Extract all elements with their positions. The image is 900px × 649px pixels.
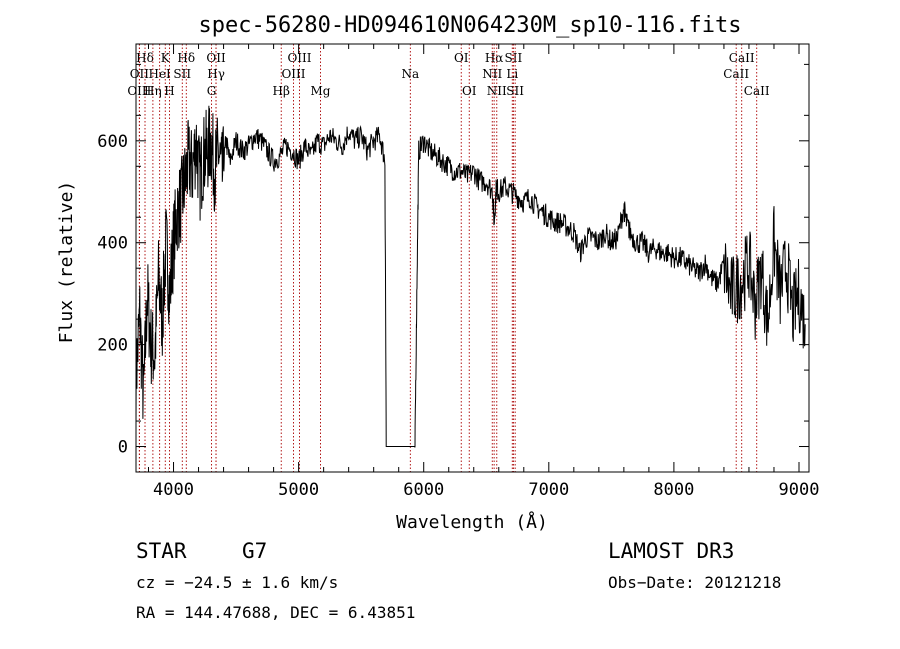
marker-label: OIII — [281, 67, 305, 81]
redshift-velocity: cz = −24.5 ± 1.6 km/s — [136, 573, 338, 592]
sky-coordinates: RA = 144.47688, DEC = 6.43851 — [136, 603, 415, 622]
marker-label: SII — [173, 67, 191, 81]
y-tick-label: 400 — [97, 234, 128, 254]
y-tick-label: 0 — [118, 438, 128, 458]
y-axis-label: Flux (relative) — [56, 181, 77, 344]
series-layer — [135, 105, 806, 448]
marker-label: K — [161, 51, 171, 65]
spectrum-series-line — [135, 105, 806, 448]
axis-ticks: 4000 5000 6000 7000 8000 9000 0 200 400 600 — [97, 44, 819, 500]
observation-date: Obs−Date: 20121218 — [608, 573, 781, 592]
marker-label: Hη — [144, 84, 162, 98]
marker-label: H — [164, 84, 174, 98]
marker-label: OII — [130, 67, 150, 81]
marker-label: CaII — [744, 84, 770, 98]
x-tick-label: 8000 — [653, 480, 694, 500]
spectral-subclass: G7 — [242, 539, 267, 563]
plot-frame — [135, 43, 810, 473]
x-tick-label: 9000 — [779, 480, 820, 500]
marker-label: Mg — [311, 84, 331, 98]
marker-label: Hδ — [177, 51, 195, 65]
marker-label: Na — [402, 67, 420, 81]
object-class: STAR — [136, 539, 187, 563]
marker-label: NII — [487, 84, 507, 98]
chart-title: spec-56280-HD094610N064230M_sp10-116.fit… — [198, 13, 741, 38]
marker-label: Li — [506, 67, 518, 81]
marker-label: OIII — [287, 51, 311, 65]
marker-label: OIII — [127, 84, 151, 98]
x-tick-label: 7000 — [528, 480, 569, 500]
marker-label: Hβ — [273, 84, 290, 98]
marker-label: HeI — [148, 67, 171, 81]
marker-label: Hγ — [207, 67, 225, 81]
marker-label: OI — [462, 84, 477, 98]
marker-label: OI — [454, 51, 469, 65]
marker-label: Hδ — [136, 51, 154, 65]
marker-label: G — [207, 84, 217, 98]
marker-label: CaII — [729, 51, 755, 65]
marker-label: Hα — [485, 51, 504, 65]
marker-label: NII — [482, 67, 502, 81]
x-axis-label: Wavelength (Å) — [396, 511, 548, 533]
marker-label: SII — [505, 51, 523, 65]
x-tick-label: 5000 — [278, 480, 319, 500]
marker-label: SII — [506, 84, 524, 98]
survey-name: LAMOST DR3 — [608, 539, 734, 563]
y-tick-label: 200 — [97, 336, 128, 356]
y-tick-label: 600 — [97, 132, 128, 152]
x-tick-label: 6000 — [403, 480, 444, 500]
x-tick-label: 4000 — [153, 480, 194, 500]
marker-label: CaII — [723, 67, 749, 81]
